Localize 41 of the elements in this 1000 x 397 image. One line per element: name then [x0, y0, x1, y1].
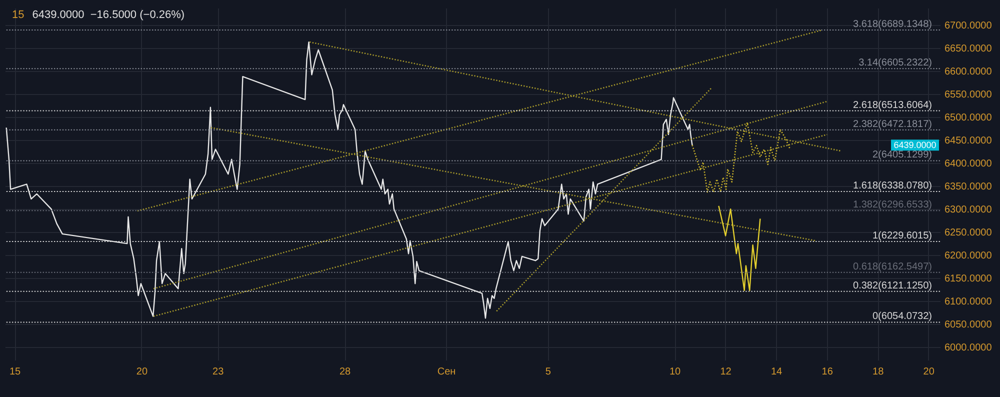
y-tick-label: 6700.0000 — [944, 20, 992, 32]
y-tick-label: 6550.0000 — [944, 90, 992, 101]
x-tick-label: 10 — [669, 366, 682, 378]
y-tick-label: 6400.0000 — [944, 158, 992, 170]
x-tick-label: 15 — [9, 366, 22, 378]
x-tick-label: 18 — [872, 366, 884, 378]
ref-line-label: 0(6054.0732) — [872, 311, 932, 322]
y-tick-label: 6600.0000 — [944, 66, 992, 78]
x-tick-label: 23 — [212, 366, 224, 378]
chart-subtitle: 6439.0000 −16.5000 (−0.26%) — [32, 9, 185, 21]
ref-line-label: 0.618(6162.5497) — [853, 261, 932, 272]
y-tick-label: 6650.0000 — [944, 44, 992, 55]
y-tick-label: 6150.0000 — [944, 274, 992, 285]
ref-line-label: 2.382(6472.1817) — [853, 118, 932, 130]
y-tick-label: 6200.0000 — [944, 250, 992, 262]
ref-line-label: 0.382(6121.1250) — [853, 280, 932, 292]
x-tick-label: 14 — [770, 366, 783, 378]
y-tick-label: 6250.0000 — [944, 228, 992, 239]
y-tick-label: 6350.0000 — [944, 182, 992, 193]
x-tick-label: Сен — [437, 366, 456, 378]
ref-line-label: 1.382(6296.6533) — [853, 200, 932, 211]
ref-line-label: 3.14(6605.2322) — [858, 58, 932, 69]
ref-line-label: 3.618(6689.1348) — [853, 19, 932, 30]
x-tick-label: 20 — [923, 366, 935, 378]
y-tick-label: 6050.0000 — [944, 320, 992, 331]
x-tick-label: 20 — [136, 366, 148, 378]
chart-title: 15 — [12, 9, 24, 21]
x-tick-label: 16 — [822, 366, 834, 378]
y-tick-label: 6300.0000 — [944, 204, 992, 216]
ref-line-label: 2.618(6513.6064) — [853, 100, 932, 111]
ref-line-label: 1.618(6338.0780) — [853, 180, 932, 192]
annotation: 6439.0000 — [894, 140, 936, 150]
x-tick-label: 5 — [545, 366, 552, 378]
ref-line-label: 2(6405.1299) — [872, 150, 932, 161]
x-tick-label: 28 — [339, 366, 352, 378]
y-tick-label: 6000.0000 — [944, 342, 992, 354]
y-tick-label: 6100.0000 — [944, 296, 992, 308]
y-tick-label: 6450.0000 — [944, 136, 992, 147]
y-tick-label: 6500.0000 — [944, 112, 992, 124]
ref-line-label: 1(6229.6015) — [872, 230, 932, 242]
x-tick-label: 12 — [720, 366, 732, 378]
